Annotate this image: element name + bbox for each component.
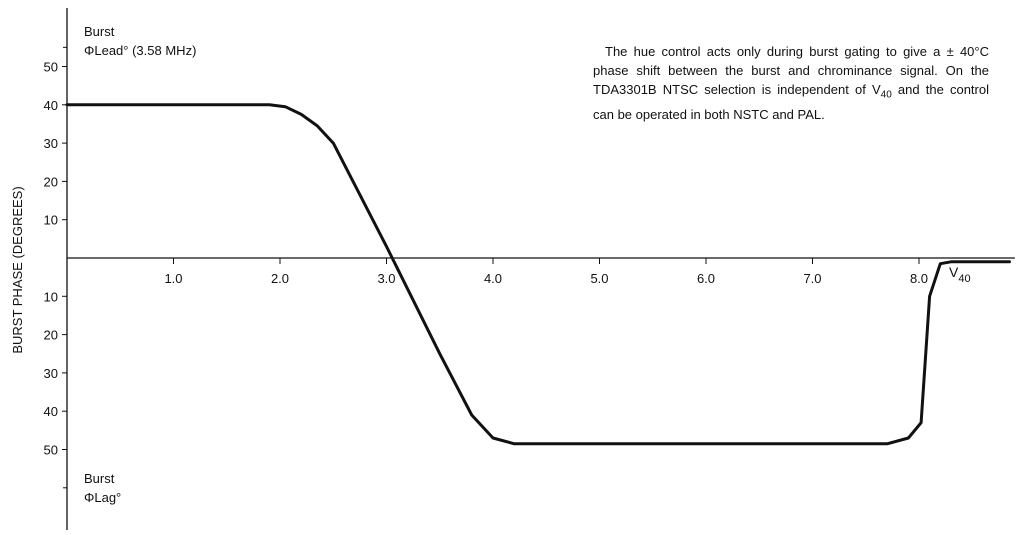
y-tick-label: 20 <box>44 174 58 189</box>
note-text: The hue control acts only during burst g… <box>593 42 989 124</box>
x-axis-label-sub: 40 <box>958 273 970 285</box>
y-tick-label: 10 <box>44 213 58 228</box>
chart-labels: Burst ΦLead° (3.58 MHz) Burst ΦLag° BURS… <box>10 24 971 505</box>
y-axis-label: BURST PHASE (DEGREES) <box>10 186 25 353</box>
chart-series <box>65 103 1011 446</box>
lag-label-line2: ΦLag° <box>84 490 121 505</box>
x-tick-label: 8.0 <box>910 271 928 286</box>
x-tick-label: 5.0 <box>590 271 608 286</box>
x-tick-label: 2.0 <box>271 271 289 286</box>
lag-label-line1: Burst <box>84 471 115 486</box>
y-tick-label: 50 <box>44 443 58 458</box>
chart-axes <box>66 8 1015 530</box>
y-tick-label: 40 <box>44 404 58 419</box>
note-text-part1: The hue control acts only during burst g… <box>593 44 989 97</box>
x-axis-label-main: V <box>949 264 959 280</box>
x-tick-label: 7.0 <box>803 271 821 286</box>
note-text-part2: and the control can be operated in both … <box>593 82 989 122</box>
y-tick-label: 50 <box>44 60 58 75</box>
chart-ticks: 1.0 2.0 3.0 4.0 5.0 6.0 7.0 8.0 50 40 30 20 10 10 20 30… <box>44 46 928 489</box>
x-tick-label: 4.0 <box>484 271 502 286</box>
x-tick-label: 6.0 <box>697 271 715 286</box>
lead-label-line1: Burst <box>84 24 115 39</box>
y-tick-label: 40 <box>44 98 58 113</box>
x-tick-label: 3.0 <box>377 271 395 286</box>
y-tick-label: 10 <box>44 289 58 304</box>
y-tick-label: 30 <box>44 136 58 151</box>
burst-phase-curve <box>65 103 1011 446</box>
y-tick-label: 30 <box>44 366 58 381</box>
lead-label-line2: ΦLead° (3.58 MHz) <box>84 43 196 58</box>
y-tick-label: 20 <box>44 328 58 343</box>
note-text-sub: 40 <box>880 89 892 101</box>
x-tick-label: 1.0 <box>164 271 182 286</box>
x-axis-label: V40 <box>949 264 971 285</box>
